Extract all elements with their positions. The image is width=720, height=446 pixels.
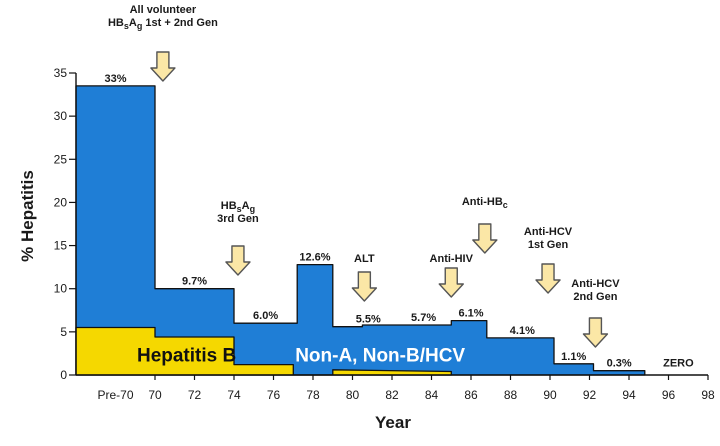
area-layer (75, 85, 646, 376)
data-label: 0.3% (607, 358, 632, 370)
y-tick-label: 25 (54, 152, 68, 166)
y-tick-label: 20 (54, 195, 68, 209)
data-label: 33% (104, 73, 126, 85)
down-arrow-icon (582, 317, 609, 348)
event-label: All volunteer (130, 4, 197, 16)
data-label: 5.7% (411, 312, 436, 324)
y-tick-label: 5 (60, 325, 67, 339)
data-label: 4.1% (510, 325, 535, 337)
x-tick-label: 82 (385, 388, 399, 402)
x-tick-label: 80 (346, 388, 360, 402)
x-tick-label: 72 (188, 388, 202, 402)
y-tick-label: 30 (54, 109, 68, 123)
x-tick-label: 90 (543, 388, 557, 402)
label-layer: 33% 9.7% 6.0% 12.6% 5.5% 5.7% 6.1% 4.1% 1.1% 0.3%… (104, 73, 694, 370)
x-tick-label: 92 (583, 388, 597, 402)
data-label: 9.7% (182, 276, 207, 288)
data-label: 1.1% (561, 351, 586, 363)
x-tick-label: 88 (504, 388, 518, 402)
x-tick-label: 74 (227, 388, 241, 402)
event-label: Anti-HBc (462, 196, 508, 210)
x-tick-label: 78 (306, 388, 320, 402)
data-label: 6.0% (253, 310, 278, 322)
event-label: ALT (354, 253, 375, 265)
down-arrow-icon (535, 263, 561, 294)
event-label: HBsAg 1st + 2nd Gen (108, 17, 218, 31)
x-axis-title: Year (375, 413, 411, 432)
area-label: Hepatitis B (137, 346, 236, 367)
down-arrow-icon (438, 267, 464, 298)
data-label: 12.6% (299, 252, 330, 264)
y-tick-label: 15 (54, 239, 68, 253)
y-axis-title: % Hepatitis (18, 170, 37, 262)
data-label: 5.5% (356, 314, 381, 326)
x-tick-label: 86 (464, 388, 478, 402)
data-label: 6.1% (458, 308, 483, 320)
x-tick-label: 76 (267, 388, 281, 402)
area-label: Non-A, Non-B/HCV (295, 346, 465, 367)
down-arrow-icon (150, 51, 176, 82)
x-tick-label: 98 (701, 388, 715, 402)
event-label: Anti-HIV (430, 253, 474, 265)
event-label: 3rd Gen (217, 213, 259, 225)
y-tick-label: 10 (54, 282, 68, 296)
x-tick-label: Pre-70 (97, 388, 133, 402)
axes-layer: 0 5 10 15 20 25 30 35 Pre-70 70 72 74 76 78 80 82 84 86 88… (54, 66, 715, 402)
event-label: Anti-HCV (524, 226, 573, 238)
event-label: 2nd Gen (573, 291, 617, 303)
event-label: Anti-HCV (571, 278, 620, 290)
down-arrow-icon (351, 271, 378, 302)
series-area-0 (75, 85, 646, 376)
y-tick-label: 35 (54, 66, 68, 80)
x-tick-label: 94 (622, 388, 636, 402)
x-tick-label: 70 (148, 388, 162, 402)
data-label: ZERO (663, 358, 694, 370)
event-label: 1st Gen (528, 239, 569, 251)
x-tick-label: 84 (425, 388, 439, 402)
y-tick-label: 0 (60, 368, 67, 382)
event-label: HBsAg (221, 200, 255, 214)
x-tick-label: 96 (662, 388, 676, 402)
down-arrow-icon (225, 245, 251, 276)
down-arrow-icon (472, 223, 498, 254)
series-area-1 (75, 326, 452, 376)
